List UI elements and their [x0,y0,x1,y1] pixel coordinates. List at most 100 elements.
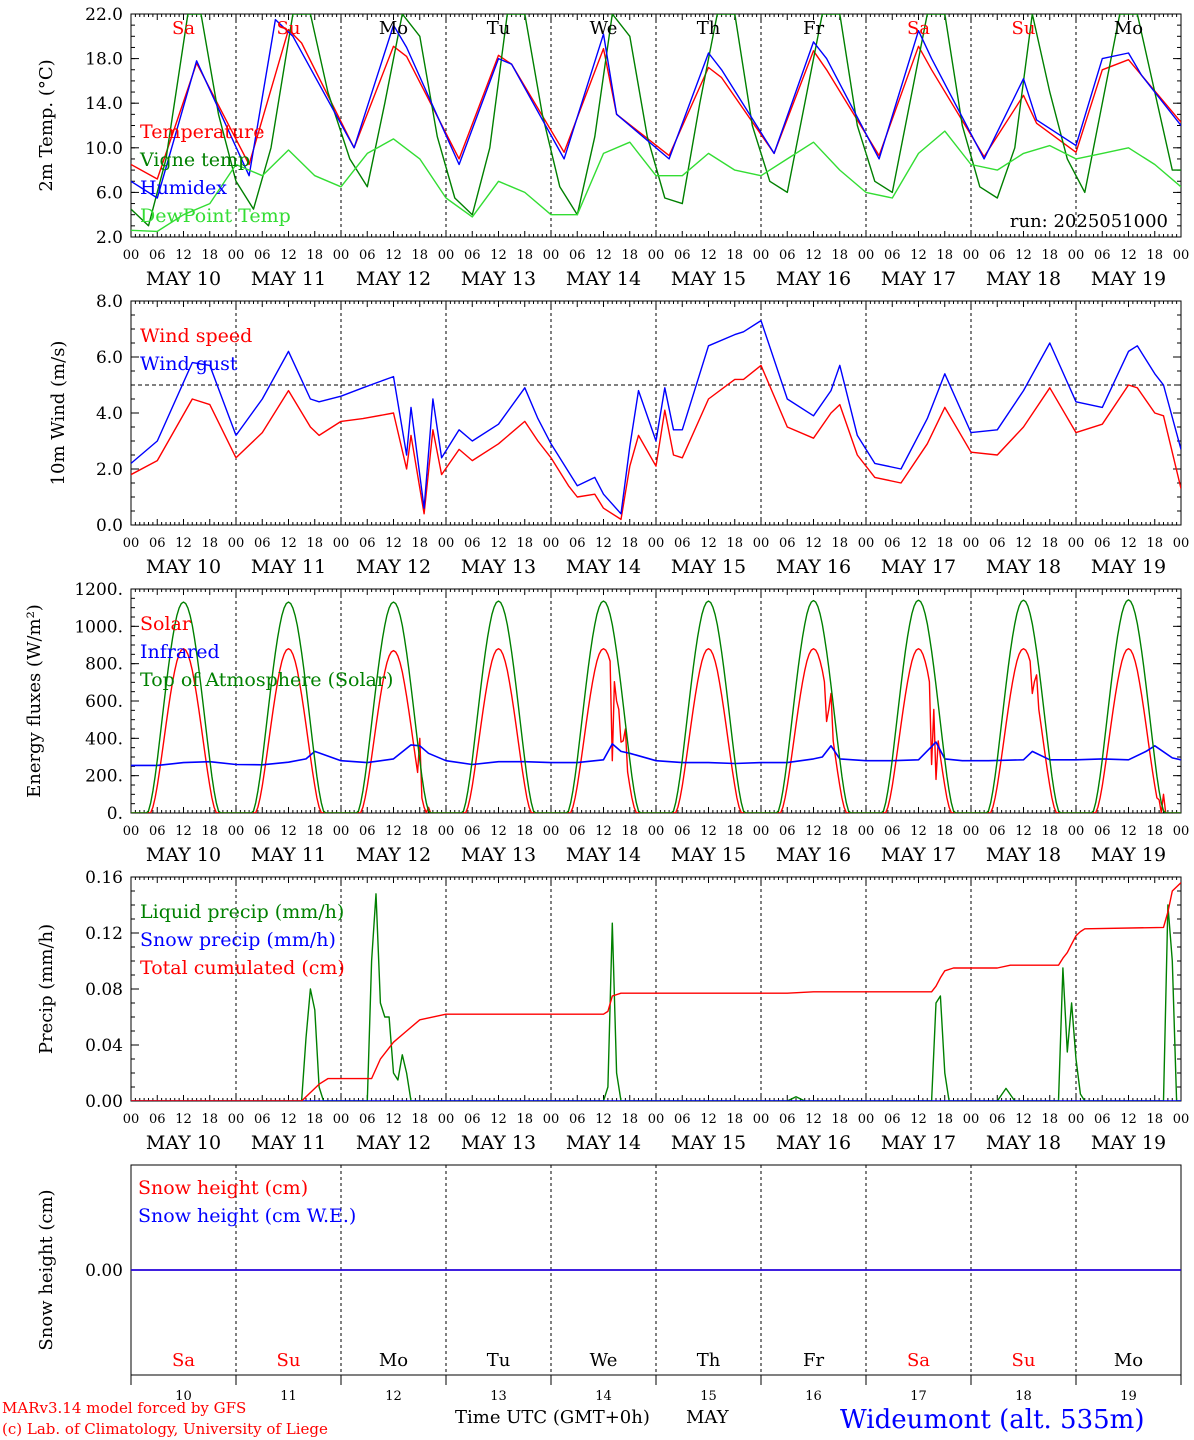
x-date-label: MAY 18 [986,556,1061,578]
x-hour-label: 12 [805,248,822,263]
x-axis-label: Time UTC (GMT+0h) [455,1407,650,1428]
series-line-green [131,893,1181,1101]
x-hour-label: 06 [989,536,1006,551]
x-date-label: MAY 14 [566,844,641,866]
y-tick-label: 0.0 [96,516,123,536]
x-date-label: MAY 14 [566,556,641,578]
y-tick-label: 1200. [74,580,123,600]
credit-line-2: (c) Lab. of Climatology, University of L… [2,1420,328,1438]
x-date-label: MAY 13 [461,556,536,578]
y-tick-label: 0.00 [85,1261,123,1281]
x-date-label: MAY 16 [776,1132,851,1154]
y-tick-label: 2.0 [96,460,123,480]
x-hour-label: 18 [831,824,848,839]
x-hour-label: 12 [175,824,192,839]
series-line-green [131,599,1181,813]
x-hour-label: 00 [228,1112,245,1127]
panel-frame [130,588,1182,814]
y-tick-label: 600. [85,692,123,712]
x-hour-label: 12 [700,824,717,839]
x-hour-label: 12 [595,824,612,839]
x-hour-label: 18 [726,824,743,839]
run-annotation: run: 2025051000 [1010,211,1168,232]
x-date-label: MAY 17 [881,268,956,290]
x-hour-label: 00 [1068,536,1085,551]
x-hour-label: 18 [1041,1112,1058,1127]
x-hour-label: 06 [569,1112,586,1127]
x-hour-label: 06 [884,1112,901,1127]
x-hour-label: 06 [254,536,271,551]
x-hour-label: 18 [516,1112,533,1127]
legend-entry: Temperature [140,121,264,143]
y-tick-label: 800. [85,655,123,675]
x-date-label: MAY 15 [671,844,746,866]
x-hour-label: 18 [306,248,323,263]
x-hour-label: 00 [333,248,350,263]
x-date-label: MAY 19 [1091,844,1166,866]
x-hour-label: 06 [254,248,271,263]
x-hour-label: 00 [543,248,560,263]
y-tick-label: 0.16 [85,868,123,888]
x-date-label: MAY 16 [776,268,851,290]
y-tick-label: 0.00 [85,1092,123,1112]
x-date-label: MAY 19 [1091,556,1166,578]
x-hour-label: 00 [123,536,140,551]
x-hour-label: 00 [1068,824,1085,839]
day-number-label: 11 [280,1389,297,1404]
x-hour-label: 00 [438,536,455,551]
x-hour-label: 12 [595,1112,612,1127]
day-number-label: 12 [385,1389,402,1404]
x-hour-label: 12 [595,248,612,263]
x-hour-label: 18 [516,248,533,263]
x-hour-label: 00 [753,824,770,839]
day-number-label: 15 [700,1389,717,1404]
series-line-blue [131,319,1181,515]
x-hour-label: 06 [149,536,166,551]
legend-entry: Solar [140,613,192,635]
x-hour-label: 06 [779,824,796,839]
x-hour-label: 12 [805,1112,822,1127]
day-number-label: 13 [490,1389,507,1404]
x-hour-label: 12 [1015,536,1032,551]
x-date-label: MAY 13 [461,268,536,290]
x-hour-label: 00 [648,248,665,263]
x-hour-label: 18 [306,824,323,839]
x-hour-label: 00 [1068,1112,1085,1127]
x-date-label: MAY 10 [146,1132,221,1154]
weekday-label: Mo [379,18,408,39]
x-hour-label: 06 [149,248,166,263]
day-number-label: 18 [1015,1389,1032,1404]
x-hour-label: 06 [254,824,271,839]
x-hour-label: 18 [936,1112,953,1127]
panel-3: 0. 200. 400. 600. 800. 1000. 1200. Energy fluxe… [24,580,1189,866]
y-tick-label: 0.08 [85,980,123,1000]
x-hour-label: 06 [149,1112,166,1127]
weekday-label: Th [697,18,721,39]
x-hour-label: 06 [569,536,586,551]
x-hour-label: 06 [359,824,376,839]
x-hour-label: 12 [385,824,402,839]
x-hour-label: 00 [753,248,770,263]
x-hour-label: 12 [385,248,402,263]
x-hour-label: 18 [411,1112,428,1127]
legend-entry: Vigne temp [139,149,250,171]
x-hour-label: 00 [123,824,140,839]
x-date-label: MAY 18 [986,844,1061,866]
x-hour-label: 18 [411,536,428,551]
legend-entry: Wind speed [140,325,252,347]
series-line-red [131,28,1181,180]
x-hour-label: 18 [1146,248,1163,263]
legend-entry: Wind gust [140,353,238,375]
x-date-label: MAY 11 [251,844,326,866]
y-tick-label: 18.0 [85,50,123,70]
x-hour-label: 00 [648,536,665,551]
weekday-label: Mo [1114,1350,1143,1371]
x-hour-label: 12 [910,248,927,263]
x-hour-label: 00 [543,824,560,839]
legend-entry: Snow precip (mm/h) [140,929,336,951]
x-date-label: MAY 14 [566,268,641,290]
x-hour-label: 12 [280,248,297,263]
x-hour-label: 18 [516,824,533,839]
x-hour-label: 12 [280,536,297,551]
